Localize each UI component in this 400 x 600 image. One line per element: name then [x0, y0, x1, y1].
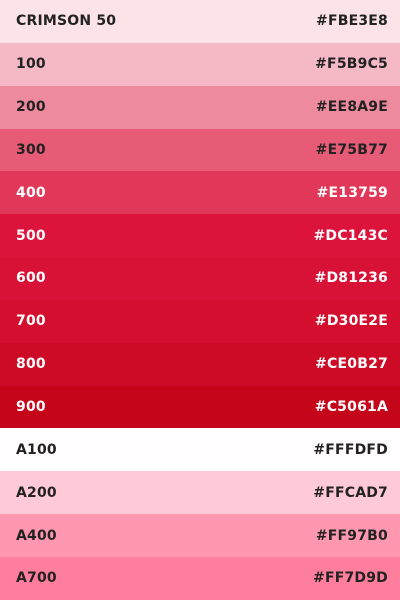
swatch-row: 600 #D81236 [0, 257, 400, 300]
swatch-hex-code: #FBE3E8 [316, 13, 388, 30]
swatch-row: 700 #D30E2E [0, 299, 400, 343]
swatch-hex-code: #DC143C [313, 227, 388, 244]
swatch-label: A100 [16, 441, 57, 458]
swatch-row: 100 #F5B9C5 [0, 42, 400, 86]
swatch-label: 100 [16, 56, 46, 73]
swatch-label: A400 [16, 527, 57, 544]
swatch-row: 200 #EE8A9E [0, 85, 400, 129]
swatch-row: A700 #FF7D9D [0, 556, 400, 600]
swatch-row: A100 #FFFDFD [0, 428, 400, 472]
swatch-hex-code: #E13759 [316, 184, 388, 201]
swatch-hex-code: #D81236 [314, 270, 388, 287]
swatch-row: 900 #C5061A [0, 385, 400, 429]
swatch-label: 500 [16, 227, 46, 244]
swatch-row: A400 #FF97B0 [0, 514, 400, 557]
swatch-row: 500 #DC143C [0, 214, 400, 258]
swatch-label: 200 [16, 99, 46, 116]
swatch-row: A200 #FFCAD7 [0, 471, 400, 515]
swatch-row: 300 #E75B77 [0, 128, 400, 172]
swatch-hex-code: #FF7D9D [313, 570, 388, 587]
swatch-row: 400 #E13759 [0, 171, 400, 215]
swatch-hex-code: #EE8A9E [315, 99, 388, 116]
swatch-hex-code: #E75B77 [315, 141, 388, 158]
swatch-row: CRIMSON 50 #FBE3E8 [0, 0, 400, 43]
swatch-hex-code: #F5B9C5 [315, 56, 388, 73]
swatch-hex-code: #D30E2E [314, 313, 388, 330]
swatch-hex-code: #FFCAD7 [313, 484, 388, 501]
swatch-hex-code: #CE0B27 [315, 356, 388, 373]
swatch-label: 900 [16, 399, 46, 416]
swatch-label: 400 [16, 184, 46, 201]
swatch-hex-code: #FF97B0 [315, 527, 388, 544]
swatch-label: CRIMSON 50 [16, 13, 117, 30]
swatch-hex-code: #C5061A [314, 399, 388, 416]
swatch-label: 600 [16, 270, 46, 287]
swatch-row: 800 #CE0B27 [0, 342, 400, 386]
swatch-label: 300 [16, 141, 46, 158]
swatch-label: 700 [16, 313, 46, 330]
swatch-hex-code: #FFFDFD [313, 441, 388, 458]
swatch-label: A200 [16, 484, 57, 501]
swatch-label: 800 [16, 356, 46, 373]
swatch-label: A700 [16, 570, 57, 587]
